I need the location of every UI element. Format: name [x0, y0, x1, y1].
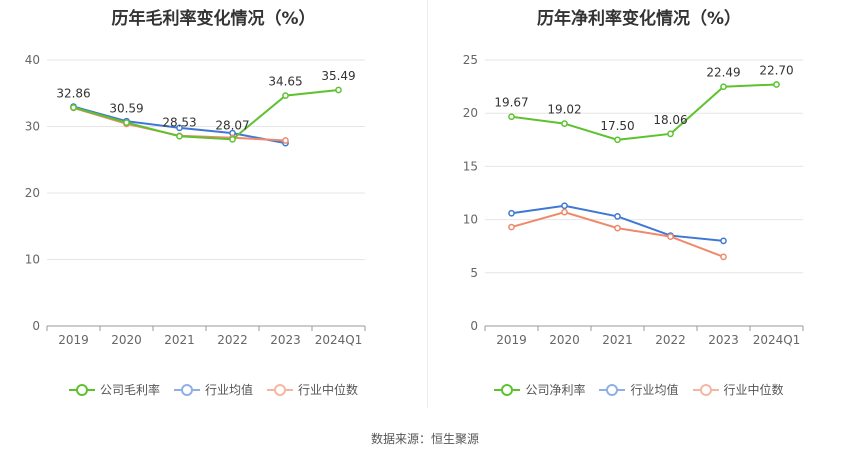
chart-title: 历年毛利率变化情况（%）	[111, 9, 316, 29]
y-tick-label: 0	[32, 319, 40, 333]
legend-label: 行业中位数	[723, 383, 784, 397]
legend-label: 行业中位数	[298, 383, 359, 397]
legend-line-icon	[599, 383, 626, 396]
data-point-industry-avg	[176, 124, 183, 132]
chart-title: 历年净利率变化情况（%）	[536, 9, 742, 29]
chart-legend: 公司净利率 行业均值 行业中位数	[428, 381, 850, 398]
y-tick-label: 15	[463, 159, 478, 173]
x-tick-label: 2024Q1	[753, 333, 801, 347]
legend-item-industry-median[interactable]: 行业中位数	[692, 381, 784, 398]
data-point-company	[123, 119, 130, 126]
data-point-company	[561, 120, 568, 127]
panel-divider	[427, 0, 428, 408]
data-label: 28.07	[215, 118, 249, 132]
legend-label: 公司毛利率	[99, 383, 160, 397]
y-tick-label: 5	[470, 266, 478, 280]
legend-line-icon	[68, 383, 95, 396]
data-label: 35.49	[321, 69, 355, 83]
data-point-company	[335, 86, 342, 94]
legend-item-industry-avg[interactable]: 行业均值	[173, 381, 253, 398]
legend-label: 行业均值	[630, 383, 679, 397]
data-point-industry-median	[508, 223, 515, 231]
legend-label: 公司净利率	[525, 383, 586, 397]
legend-label: 行业均值	[204, 383, 253, 397]
data-source-note: 数据来源：恒生聚源	[370, 432, 479, 446]
x-tick-label: 2020	[549, 333, 580, 347]
series-line-company	[73, 88, 339, 141]
y-tick-label: 0	[470, 319, 478, 333]
legend-line-icon	[494, 383, 521, 396]
y-tick-label: 30	[25, 120, 40, 134]
data-point-company	[282, 92, 289, 99]
data-point-industry-median	[720, 253, 727, 261]
data-label: 22.49	[706, 66, 740, 80]
y-tick-label: 25	[463, 53, 478, 67]
data-label: 19.67	[494, 96, 528, 110]
series-line-industry-avg	[511, 204, 724, 242]
x-tick-label: 2022	[217, 333, 248, 347]
legend-line-icon	[692, 383, 719, 396]
data-point-industry-median	[614, 224, 621, 232]
data-point-company	[508, 113, 515, 121]
data-point-industry-avg	[720, 237, 727, 245]
net-margin-chart: 0 5 10 15 20 25 2019 2020 2021 2022 2023 2024Q1 19.6…	[463, 53, 804, 347]
x-tick-label: 2019	[58, 333, 89, 347]
data-label: 34.65	[268, 75, 302, 89]
x-tick-label: 2023	[270, 333, 301, 347]
y-tick-label: 10	[463, 213, 478, 227]
legend-line-icon	[267, 383, 293, 396]
legend-item-industry-avg[interactable]: 行业均值	[599, 381, 679, 398]
x-tick-label: 2020	[111, 333, 142, 347]
data-point-company	[667, 130, 674, 138]
data-point-industry-median	[667, 233, 674, 240]
series-line-company	[511, 83, 777, 141]
net-margin-chart-panel: 历年净利率变化情况（%） 0 5 10 15 20 25 2019 2020 2021 2022 2…	[428, 0, 850, 410]
data-point-company	[773, 81, 780, 88]
y-tick-label: 40	[25, 53, 40, 67]
data-label: 18.06	[653, 113, 687, 127]
legend-line-icon	[173, 383, 200, 396]
x-tick-label: 2023	[708, 333, 739, 347]
x-tick-label: 2021	[164, 333, 195, 347]
y-tick-label: 20	[25, 186, 40, 200]
y-tick-label: 20	[463, 106, 478, 120]
gross-margin-chart-panel: 历年毛利率变化情况（%） 0 10 20 30 40 2019 2020 2021 2022 20…	[0, 0, 427, 410]
data-label: 28.53	[162, 115, 196, 129]
data-point-industry-median	[282, 137, 289, 144]
data-point-industry-avg	[508, 209, 515, 217]
chart-legend: 公司毛利率 行业均值 行业中位数	[0, 381, 427, 398]
legend-item-company[interactable]: 公司毛利率	[68, 381, 160, 398]
data-label: 19.02	[547, 103, 581, 117]
data-label: 30.59	[109, 102, 143, 116]
y-tick-label: 10	[25, 253, 40, 267]
legend-item-company[interactable]: 公司净利率	[494, 381, 585, 398]
data-point-industry-avg	[614, 213, 621, 220]
data-point-company	[70, 104, 77, 111]
gross-margin-chart: 0 10 20 30 40 2019 2020 2021 2022 2023 2024Q1 32.86…	[25, 53, 366, 347]
data-point-company	[176, 132, 183, 140]
data-point-company	[720, 83, 727, 91]
x-tick-label: 2021	[602, 333, 633, 347]
data-point-industry-avg	[561, 202, 568, 210]
data-point-industry-median	[561, 208, 568, 216]
data-point-company	[229, 135, 236, 143]
data-point-company	[614, 136, 621, 144]
data-label: 17.50	[600, 119, 634, 133]
x-tick-label: 2019	[496, 333, 527, 347]
data-label: 32.86	[56, 86, 90, 100]
x-tick-label: 2022	[655, 333, 686, 347]
x-tick-label: 2024Q1	[315, 333, 363, 347]
data-label: 22.70	[759, 63, 793, 77]
legend-item-industry-median[interactable]: 行业中位数	[267, 381, 358, 398]
